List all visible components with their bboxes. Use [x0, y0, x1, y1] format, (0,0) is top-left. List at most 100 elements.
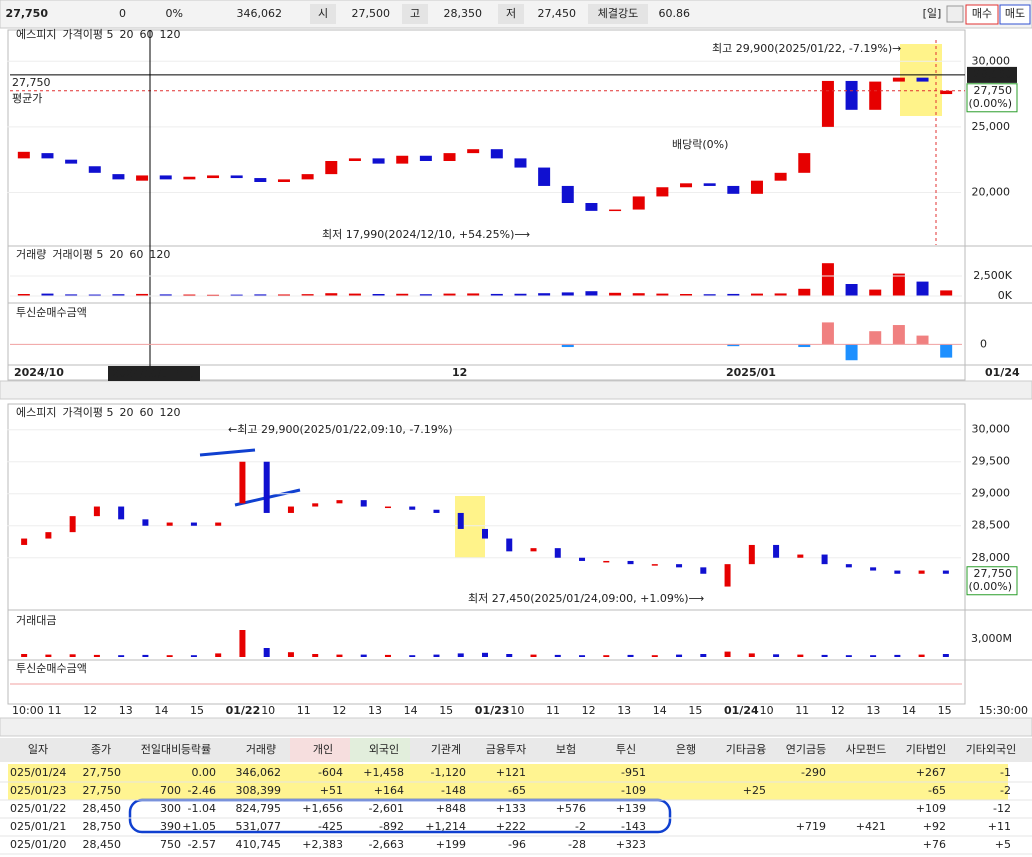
candle	[514, 158, 527, 168]
cursor-label: 2024/10/31(목)	[112, 367, 194, 380]
x-tick-label: 15	[938, 704, 952, 717]
bar	[263, 648, 270, 657]
bar	[239, 630, 246, 657]
candle	[136, 175, 149, 181]
header-cell-bg	[350, 738, 410, 762]
bar	[821, 263, 834, 296]
candle	[384, 506, 391, 509]
buy-button[interactable]	[965, 4, 999, 25]
candle	[942, 570, 949, 574]
x-tick-label: 01/22	[226, 704, 261, 717]
quote-volume: 346,062	[237, 7, 283, 20]
column-header: 개인	[313, 743, 333, 756]
y-tick-label: 28,500	[972, 519, 1011, 532]
quote-high-label: 고	[410, 7, 420, 20]
candle	[585, 203, 598, 211]
sell-button[interactable]	[999, 4, 1031, 25]
candle	[230, 175, 243, 179]
x-tick-label: 10:00	[12, 704, 44, 717]
candle	[538, 167, 551, 186]
quote-strength: 60.86	[659, 7, 691, 20]
bar	[514, 293, 527, 296]
last-rate: (0.00%)	[968, 580, 1012, 593]
candle	[894, 570, 901, 574]
candle	[348, 158, 361, 161]
table-cell: 346,062	[236, 766, 282, 779]
dividend-note: 배당락(0%)	[672, 138, 728, 151]
x-tick-label: 12	[582, 704, 596, 717]
x-tick-label: 13	[119, 704, 133, 717]
bar	[918, 654, 925, 657]
bar	[892, 325, 905, 345]
bar	[942, 654, 949, 657]
y-tick-label: 20,000	[972, 186, 1011, 199]
legend-entry: 20	[119, 406, 133, 419]
x-tick-label: 2025/01	[726, 366, 776, 379]
bar	[112, 294, 125, 296]
candle	[396, 155, 409, 164]
candle	[916, 77, 929, 82]
candle	[325, 161, 338, 175]
table-cell: +92	[923, 820, 946, 833]
table-cell: -65	[928, 784, 946, 797]
bar	[632, 293, 645, 296]
candle	[277, 179, 290, 182]
settings-button[interactable]	[946, 5, 964, 23]
bar	[676, 654, 683, 657]
bar	[159, 294, 172, 296]
bar	[433, 654, 440, 657]
bar	[554, 654, 561, 657]
bar	[538, 293, 551, 296]
x-tick-label: 15	[190, 704, 204, 717]
y-tick-label: 0K	[998, 289, 1013, 302]
table-cell: +51	[320, 784, 343, 797]
candle	[748, 544, 755, 565]
x-tick-label: 11	[297, 704, 311, 717]
bar	[750, 293, 763, 296]
date-cell: 025/01/22	[10, 802, 66, 815]
table-cell: 28,450	[83, 838, 122, 851]
candle	[254, 178, 267, 182]
column-header: 일자	[28, 742, 48, 756]
legend-entry: 120	[159, 406, 180, 419]
x-tick-label: 13	[617, 704, 631, 717]
daily-frame	[7, 29, 966, 381]
quote-open-label: 시	[318, 7, 328, 20]
table-cell: -109	[621, 784, 646, 797]
legend-entry: 거래이평 5	[52, 248, 103, 261]
table-cell: -148	[441, 784, 466, 797]
bar	[190, 655, 197, 657]
candle	[703, 183, 716, 186]
table-cell: 27,750	[83, 784, 122, 797]
candle	[215, 522, 222, 526]
bar	[845, 284, 858, 296]
x-tick-label: 14	[154, 704, 168, 717]
bar	[894, 654, 901, 657]
candle	[409, 506, 416, 510]
date-cell: 025/01/20	[10, 838, 66, 851]
bar	[17, 294, 30, 296]
quote-strength-label: 체결강도	[598, 7, 638, 20]
legend-entry: 120	[149, 248, 170, 261]
bar	[727, 344, 740, 347]
bar	[409, 655, 416, 657]
bar	[93, 654, 100, 657]
avg-label: 평균가	[12, 92, 42, 105]
column-header: 거래량	[246, 743, 276, 756]
legend-entry: 20	[109, 248, 123, 261]
bar	[579, 655, 586, 657]
column-header: 기타외국인	[966, 743, 1017, 756]
x-tick-label: 13	[368, 704, 382, 717]
bar	[254, 294, 267, 296]
last-label: 27,750	[974, 84, 1013, 97]
bar	[301, 294, 314, 296]
column-header: 연기금등	[786, 743, 826, 756]
panel-title: 투신순매수금액	[16, 306, 87, 319]
panel-title: 거래대금	[16, 614, 56, 627]
bar	[287, 652, 294, 657]
bar	[65, 294, 78, 296]
x-tick-label: 11	[546, 704, 560, 717]
table-cell: -2,601	[369, 802, 404, 815]
bar	[727, 293, 740, 296]
bar	[482, 652, 488, 657]
